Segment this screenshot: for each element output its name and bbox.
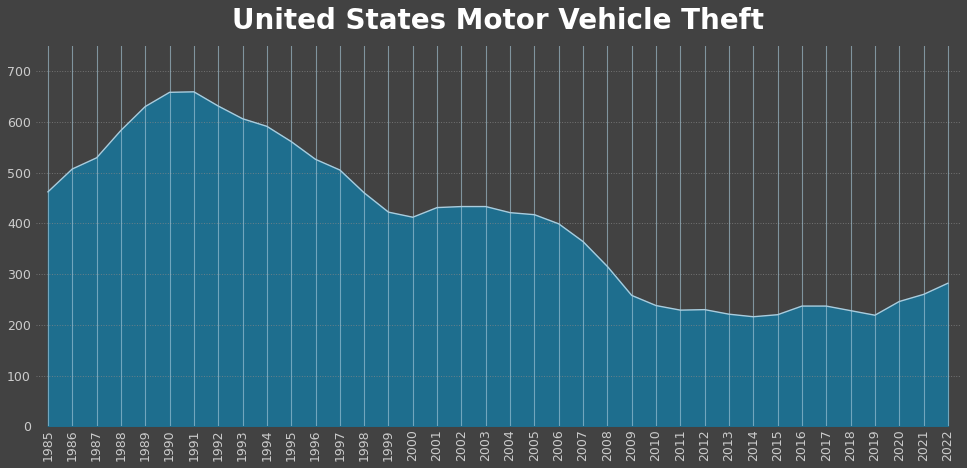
Title: United States Motor Vehicle Theft: United States Motor Vehicle Theft (232, 7, 764, 35)
